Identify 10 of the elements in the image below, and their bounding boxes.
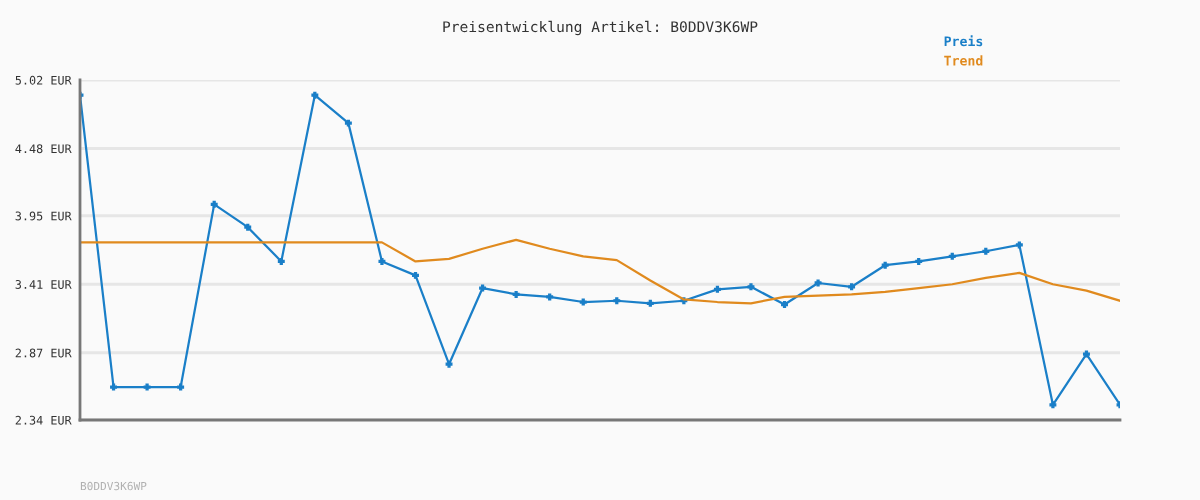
- text: Preis: [944, 35, 983, 47]
- y-tick-label: 3.41 EUR: [15, 280, 72, 289]
- text: Trend: [944, 55, 983, 66]
- y-tick-label: 5.02 EUR: [15, 75, 72, 85]
- chart-title: Preisentwicklung Artikel: B0DDV3K6WP: [443, 20, 758, 36]
- y-tick-label: 4.48 EUR: [15, 144, 72, 154]
- y-tick-label: 2.87 EUR: [15, 348, 72, 358]
- text: B0DDV3K6WP: [80, 481, 147, 491]
- y-tick-label: 2.34 EUR: [15, 415, 72, 425]
- y-tick-label: 3.95 EUR: [15, 211, 72, 221]
